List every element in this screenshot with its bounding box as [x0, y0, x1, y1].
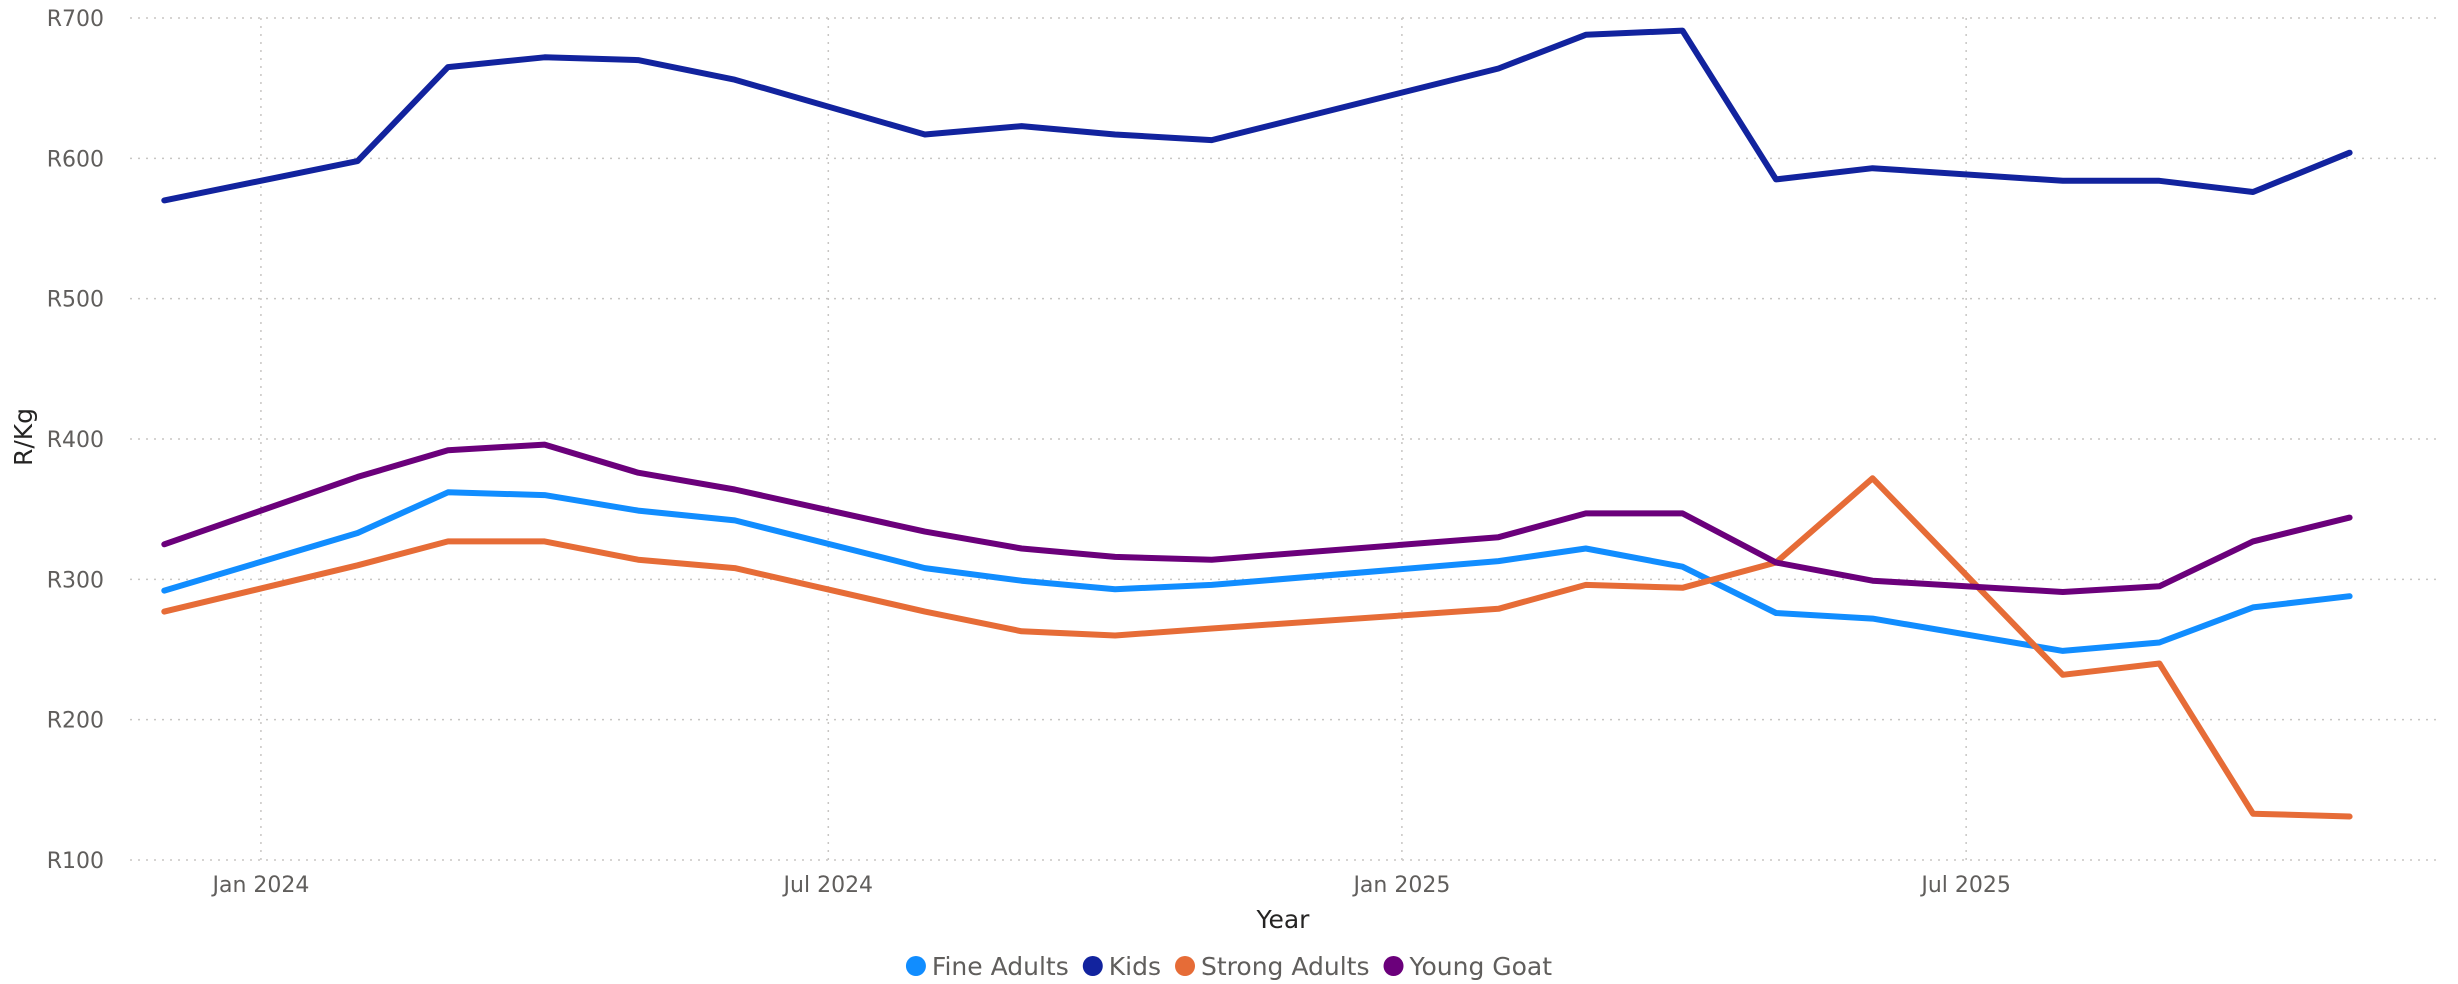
series-line-fine-adults[interactable]: [161, 489, 2353, 654]
legend-item-young-goat[interactable]: Young Goat: [1383, 952, 1553, 981]
gridlines: [130, 17, 2440, 861]
x-tick-label-3: Jul 2025: [1919, 873, 2011, 898]
legend[interactable]: Fine Adults Kids Strong Adults Young Goat: [905, 952, 1553, 981]
legend-item-strong-adults[interactable]: Strong Adults: [1175, 952, 1370, 981]
legend-item-kids[interactable]: Kids: [1082, 952, 1161, 981]
y-tick-label-4: R500: [47, 288, 104, 313]
y-tick-label-5: R600: [47, 147, 104, 172]
y-tick-label-1: R200: [47, 709, 104, 734]
legend-marker-strong-adults: [1175, 956, 1196, 976]
legend-label-fine-adults: Fine Adults: [932, 952, 1069, 981]
legend-marker-young-goat: [1383, 956, 1404, 976]
x-axis-title: Year: [1256, 905, 1311, 934]
y-axis: R100 R200 R300 R400 R500 R600 R700: [47, 7, 104, 874]
y-axis-title: R/Kg: [9, 408, 38, 466]
x-axis: Jan 2024 Jul 2024 Jan 2025 Jul 2025: [210, 873, 2010, 898]
legend-marker-kids: [1082, 956, 1103, 976]
legend-label-young-goat: Young Goat: [1409, 952, 1553, 981]
series-line-kids[interactable]: [161, 27, 2353, 204]
legend-label-kids: Kids: [1109, 952, 1161, 981]
legend-item-fine-adults[interactable]: Fine Adults: [905, 952, 1069, 981]
legend-marker-fine-adults: [905, 956, 926, 976]
series-lines: [161, 27, 2353, 820]
y-tick-label-3: R400: [47, 428, 104, 453]
y-tick-label-6: R700: [47, 7, 104, 32]
series-line-young-goat[interactable]: [161, 441, 2353, 595]
y-tick-label-0: R100: [47, 849, 104, 874]
y-tick-label-2: R300: [47, 568, 104, 593]
series-line-strong-adults[interactable]: [161, 475, 2353, 820]
x-tick-label-1: Jul 2024: [782, 873, 874, 898]
legend-label-strong-adults: Strong Adults: [1201, 952, 1370, 981]
x-tick-label-2: Jan 2025: [1351, 873, 1450, 898]
x-tick-label-0: Jan 2024: [210, 873, 309, 898]
